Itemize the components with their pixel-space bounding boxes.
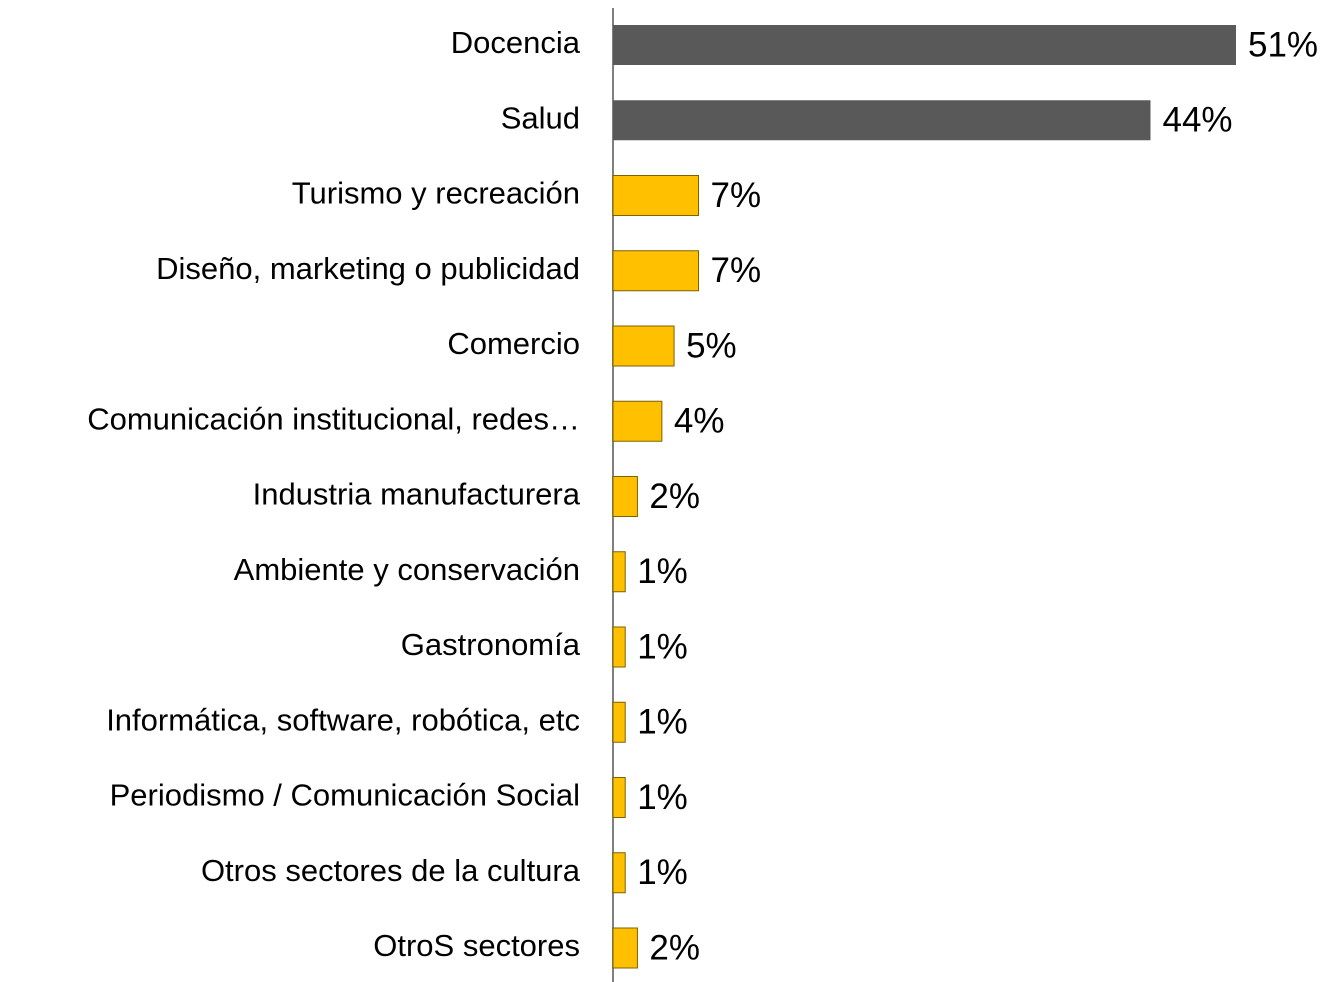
y-tick-label: Informática, software, robótica, etc — [106, 702, 580, 737]
y-tick-label: Ambiente y conservación — [234, 552, 580, 587]
data-label: 7% — [711, 251, 762, 290]
bar — [612, 400, 663, 442]
bar — [612, 551, 626, 593]
y-tick-label: OtroS sectores — [373, 928, 580, 963]
y-tick-label: Comercio — [447, 326, 580, 361]
bar — [612, 250, 700, 292]
y-tick-label: Diseño, marketing o publicidad — [156, 251, 580, 286]
bar — [613, 100, 1151, 141]
data-label: 1% — [637, 703, 688, 742]
bar — [612, 852, 626, 894]
bar — [612, 175, 700, 216]
data-label: 4% — [674, 402, 725, 441]
bar — [612, 626, 626, 668]
data-label: 1% — [637, 627, 688, 666]
data-label: 5% — [686, 326, 737, 365]
data-label: 1% — [637, 853, 688, 892]
y-tick-label: Turismo y recreación — [292, 176, 580, 211]
y-tick-label: Gastronomía — [401, 627, 581, 662]
data-label: 2% — [649, 477, 700, 516]
data-label: 7% — [711, 176, 762, 215]
data-label: 51% — [1248, 25, 1318, 64]
bar — [612, 927, 638, 969]
bar — [612, 476, 638, 517]
y-tick-label: Industria manufacturera — [253, 477, 581, 512]
bar — [612, 777, 626, 818]
data-label: 1% — [637, 552, 688, 591]
y-tick-label: Periodismo / Comunicación Social — [110, 778, 580, 813]
bar — [612, 701, 626, 743]
data-label: 2% — [649, 928, 700, 967]
y-tick-label: Comunicación institucional, redes… — [87, 401, 580, 436]
y-tick-label: Docencia — [451, 25, 581, 60]
y-tick-label: Salud — [501, 100, 580, 135]
bar — [613, 25, 1236, 65]
data-label: 44% — [1162, 101, 1232, 140]
bar — [612, 325, 675, 367]
data-label: 1% — [637, 778, 688, 817]
y-tick-label: Otros sectores de la cultura — [201, 853, 581, 888]
